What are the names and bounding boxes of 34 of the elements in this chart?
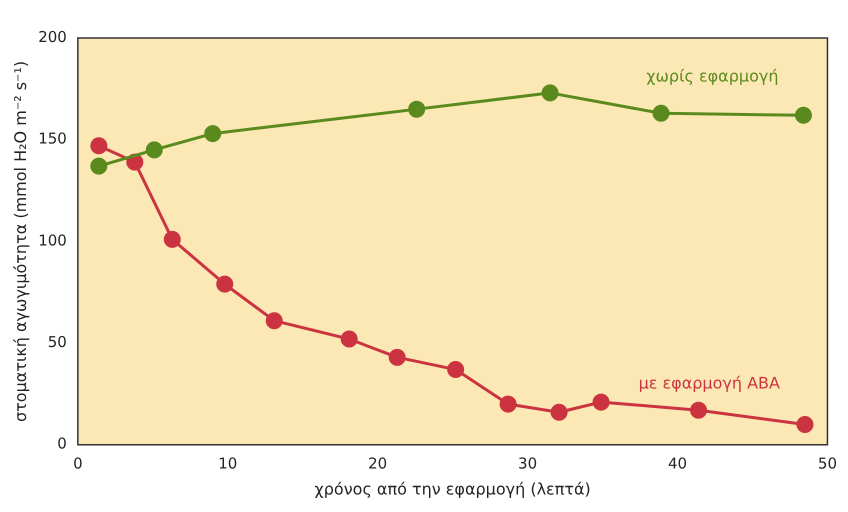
y-tick-label: 200 (38, 28, 67, 46)
point (408, 100, 426, 118)
point (447, 361, 464, 378)
y-axis-title: στοματική αγωγιμότητα (mmol H₂O m⁻² s⁻¹) (10, 60, 30, 422)
series-label: χωρίς εφαρμογή (646, 66, 778, 86)
point (542, 84, 559, 102)
point (500, 396, 517, 413)
point (592, 394, 610, 411)
x-tick-label: 20 (368, 454, 388, 473)
series-label: με εφαρμογή ABA (638, 374, 780, 393)
y-tick-label: 50 (48, 332, 67, 351)
x-tick-label: 0 (73, 454, 83, 473)
point (388, 348, 406, 366)
point (216, 276, 234, 293)
x-tick-label: 40 (668, 454, 688, 473)
point (266, 312, 283, 330)
x-tick-label: 50 (818, 454, 838, 473)
point (164, 230, 181, 248)
y-tick-label: 100 (38, 231, 67, 250)
x-tick-label: 10 (218, 454, 238, 473)
point (340, 330, 358, 348)
y-tick-label: 150 (38, 130, 67, 148)
point (690, 402, 708, 419)
x-axis-title: χρόνος από την εφαρμογή (λεπτά) (314, 480, 591, 499)
point (794, 106, 812, 124)
point (204, 125, 222, 142)
point (90, 158, 108, 175)
x-tick-label: 30 (518, 454, 538, 473)
point (796, 416, 814, 433)
point (90, 137, 108, 154)
point (652, 104, 670, 122)
y-tick-label: 0 (57, 434, 67, 453)
point (146, 141, 163, 158)
point (550, 404, 568, 421)
